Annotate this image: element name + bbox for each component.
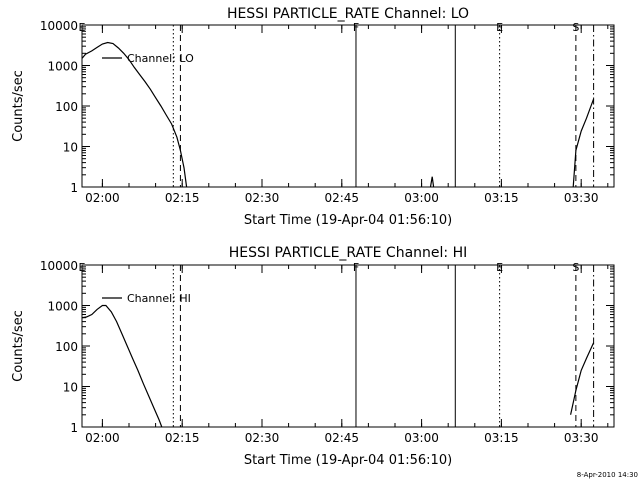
chart-title: HESSI PARTICLE_RATE Channel: HI: [229, 245, 467, 261]
series-line: [572, 98, 595, 188]
chart-title: HESSI PARTICLE_RATE Channel: LO: [227, 6, 469, 22]
x-axis-label: Start Time (19-Apr-04 01:56:10): [244, 213, 452, 228]
y-axis-label: Counts/sec: [11, 310, 26, 382]
y-tick-label: 10000: [40, 19, 78, 33]
y-tick-label: 100: [55, 100, 78, 114]
x-tick-label: 02:15: [165, 191, 200, 205]
y-tick-label: 1: [70, 181, 78, 195]
event-marker-label: S: [572, 261, 579, 274]
legend-label: Channel: LO: [127, 52, 194, 65]
event-marker-label: E: [496, 261, 503, 274]
chart-panel-hi: HESSI PARTICLE_RATE Channel: HI 1 10 100 100…: [11, 245, 615, 468]
x-tick-label: 02:15: [165, 431, 200, 445]
event-marker-label: E: [79, 21, 86, 34]
y-tick-label: 1000: [47, 60, 78, 74]
x-tick-label: 02:45: [324, 431, 359, 445]
x-tick-label: 02:00: [85, 431, 120, 445]
x-tick-label: 03:30: [564, 431, 599, 445]
event-marker-label: E: [79, 261, 86, 274]
plot-frame: [81, 24, 615, 188]
y-axis-label: Counts/sec: [11, 70, 26, 142]
x-tick-label: 02:00: [85, 191, 120, 205]
timestamp-footer: 8-Apr-2010 14:30: [577, 471, 638, 479]
series-line: [570, 342, 595, 415]
series-line: [81, 41, 188, 188]
x-tick-label: 02:45: [324, 191, 359, 205]
y-tick-label: 10: [63, 141, 78, 155]
chart-panel-lo: HESSI PARTICLE_RATE Channel: LO 1 10 100 100…: [11, 6, 615, 228]
y-tick-label: 1000: [47, 300, 78, 314]
x-axis-label: Start Time (19-Apr-04 01:56:10): [244, 453, 452, 468]
y-tick-label: 10: [63, 381, 78, 395]
x-tick-label: 03:00: [404, 431, 439, 445]
event-marker-label: S: [572, 21, 579, 34]
event-marker-label: E: [496, 21, 503, 34]
event-marker-label: F: [353, 261, 359, 274]
y-tick-label: 10000: [40, 259, 78, 273]
series-line: [429, 176, 435, 188]
x-tick-label: 03:15: [484, 431, 519, 445]
x-tick-label: 03:30: [564, 191, 599, 205]
plot-frame: [81, 264, 615, 428]
y-tick-label: 1: [70, 421, 78, 435]
x-tick-label: 02:30: [245, 191, 280, 205]
series-line: [81, 304, 163, 428]
y-tick-label: 100: [55, 340, 78, 354]
legend-label: Channel: HI: [127, 292, 191, 305]
event-marker-label: F: [353, 21, 359, 34]
x-tick-label: 03:00: [404, 191, 439, 205]
x-tick-label: 02:30: [245, 431, 280, 445]
x-tick-label: 03:15: [484, 191, 519, 205]
